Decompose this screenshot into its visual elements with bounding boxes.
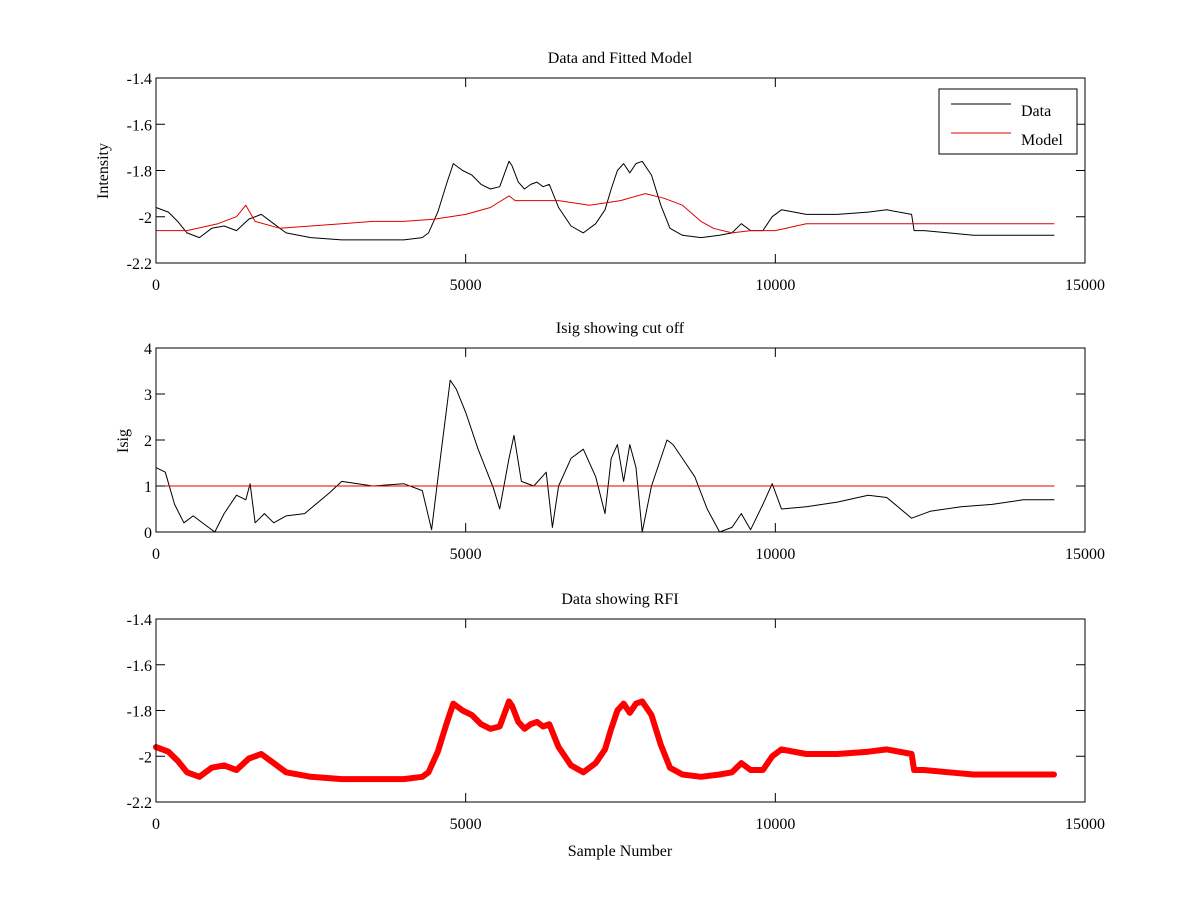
subplot-1: Data and Fitted Model Intensity 0 5000 100…: [95, 50, 1105, 294]
y-tick-label: 3: [144, 387, 152, 404]
subplot-2-signal-series-line: [155, 379, 1055, 533]
subplot-1-model-series-line: [155, 193, 1055, 234]
y-tick-label: -2.2: [127, 256, 152, 273]
x-tick-label: 5000: [450, 816, 482, 833]
subplot-2: Isig showing cut off Isig 0 5000 10000 1500…: [115, 320, 1105, 563]
legend-model-label: Model: [1021, 132, 1063, 149]
y-tick-label: -1.6: [127, 117, 152, 134]
y-tick-label: 0: [144, 525, 152, 542]
x-tick-label: 5000: [450, 277, 482, 294]
subplot-1-plot-area: 0 5000 10000 15000 -1.4 -1.6 -1.8 -2 -2.2: [127, 71, 1105, 294]
subplot-3-signal-series-line: [153, 698, 1057, 783]
x-tick-label: 0: [152, 546, 160, 563]
x-tick-label: 15000: [1065, 277, 1105, 294]
y-tick-label: -1.4: [127, 71, 152, 88]
y-tick-label: -1.6: [127, 658, 152, 675]
y-tick-label: 2: [144, 433, 152, 450]
subplot-3: Data showing RFI Sample Number 0 5000 1000…: [127, 591, 1105, 860]
y-tick-label: -1.8: [127, 164, 152, 181]
y-tick-label: 4: [144, 341, 152, 358]
y-tick-label: -1.4: [127, 612, 152, 629]
subplot-3-title: Data showing RFI: [561, 591, 678, 608]
y-tick-label: -2: [139, 749, 152, 766]
subplot-1-data-series-line: [155, 160, 1055, 241]
y-tick-label: -2.2: [127, 795, 152, 812]
subplot-1-ylabel: Intensity: [95, 143, 112, 199]
y-tick-label: 1: [144, 479, 152, 496]
subplot-2-ylabel: Isig: [115, 429, 132, 453]
x-tick-label: 0: [152, 277, 160, 294]
x-tick-label: 10000: [755, 277, 795, 294]
x-tick-label: 15000: [1065, 546, 1105, 563]
subplot-2-plot-area: 0 5000 10000 15000 0 1 2 3 4: [144, 341, 1105, 563]
subplot-3-xlabel: Sample Number: [568, 843, 673, 860]
subplot-2-axes-frame: [155, 347, 1086, 533]
x-tick-label: 10000: [755, 816, 795, 833]
legend: Data Model: [938, 88, 1078, 155]
legend-box: [938, 88, 1078, 155]
y-tick-label: -2: [139, 210, 152, 227]
x-tick-label: 0: [152, 816, 160, 833]
subplot-2-title: Isig showing cut off: [556, 320, 685, 337]
x-tick-label: 15000: [1065, 816, 1105, 833]
x-tick-label: 10000: [755, 546, 795, 563]
subplot-1-title: Data and Fitted Model: [548, 50, 693, 67]
legend-data-label: Data: [1021, 103, 1051, 120]
x-tick-label: 5000: [450, 546, 482, 563]
subplot-3-plot-area: 0 5000 10000 15000 -1.4 -1.6 -1.8 -2 -2.2: [127, 612, 1105, 833]
y-tick-label: -1.8: [127, 704, 152, 721]
